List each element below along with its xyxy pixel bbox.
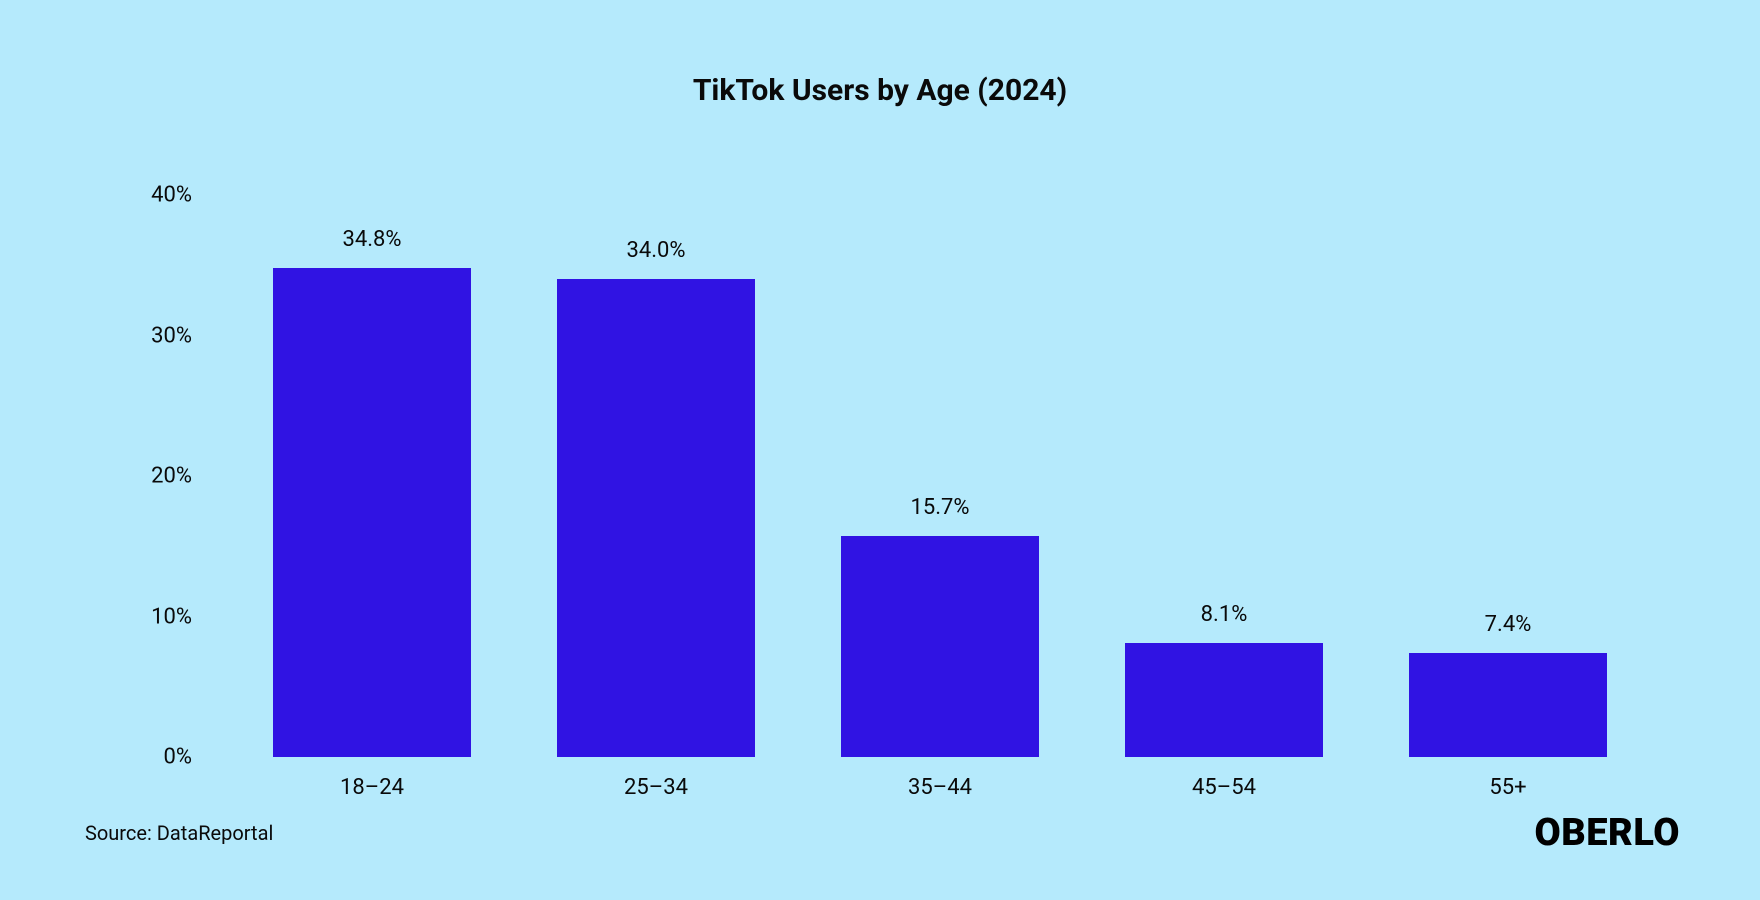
y-tick-label: 0% (164, 745, 192, 770)
brand-logo: OBERLO (1535, 811, 1680, 855)
bar (841, 536, 1040, 757)
bar-value-label: 34.0% (626, 238, 685, 263)
bar-value-label: 7.4% (1485, 612, 1532, 637)
y-tick-label: 40% (151, 183, 192, 208)
x-tick-label: 45–54 (1192, 775, 1256, 800)
bar-value-label: 8.1% (1201, 602, 1248, 627)
bar-value-label: 15.7% (910, 495, 969, 520)
bar (557, 279, 756, 757)
bar (1125, 643, 1324, 757)
x-tick-label: 35–44 (908, 775, 972, 800)
x-tick-label: 25–34 (624, 775, 688, 800)
bar (273, 268, 472, 757)
chart-canvas: TikTok Users by Age (2024) 0%10%20%30%40… (0, 0, 1760, 900)
x-tick-label: 55+ (1489, 775, 1526, 800)
plot-area: 0%10%20%30%40%34.8%18–2434.0%25–3415.7%3… (230, 195, 1650, 757)
y-tick-label: 20% (151, 464, 192, 489)
bar-value-label: 34.8% (342, 227, 401, 252)
source-text: Source: DataReportal (85, 821, 273, 845)
chart-title: TikTok Users by Age (2024) (693, 73, 1067, 108)
y-tick-label: 10% (151, 604, 192, 629)
x-tick-label: 18–24 (340, 775, 404, 800)
bar (1409, 653, 1608, 757)
y-tick-label: 30% (151, 323, 192, 348)
